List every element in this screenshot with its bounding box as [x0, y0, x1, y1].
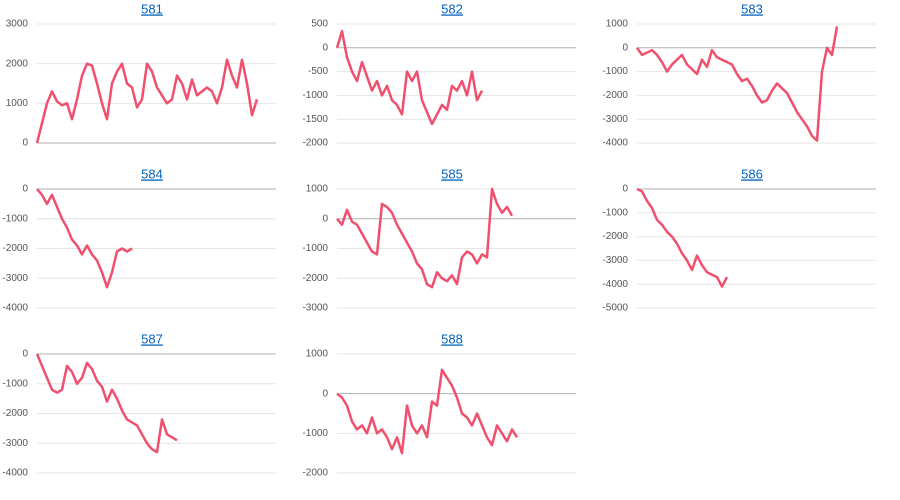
y-tick-label: -2000 [602, 231, 628, 242]
y-tick-label: -2000 [302, 273, 328, 284]
y-tick-label: -3000 [302, 303, 328, 314]
y-tick-label: -1000 [2, 213, 28, 224]
y-tick-label: 2000 [6, 58, 29, 69]
y-tick-label: 1000 [606, 19, 629, 30]
chart-title[interactable]: 583 [741, 1, 763, 16]
y-tick-label: 0 [22, 138, 28, 149]
y-tick-label: 0 [22, 184, 28, 195]
y-tick-label: -2000 [602, 90, 628, 101]
chart-title[interactable]: 585 [441, 166, 463, 181]
y-tick-label: 0 [322, 42, 328, 53]
y-tick-label: -1000 [602, 66, 628, 77]
y-tick-label: -4000 [602, 138, 628, 149]
y-tick-label: -3000 [2, 438, 28, 449]
data-line [635, 26, 839, 142]
data-line [335, 29, 484, 126]
y-tick-label: -4000 [602, 279, 628, 290]
chart-title[interactable]: 584 [141, 166, 163, 181]
y-tick-label: -2000 [302, 468, 328, 479]
y-tick-label: 0 [322, 213, 328, 224]
y-tick-label: 0 [22, 349, 28, 360]
data-line [35, 58, 259, 144]
y-tick-label: -1500 [302, 114, 328, 125]
chart-title[interactable]: 587 [141, 331, 163, 346]
y-tick-label: 0 [622, 42, 628, 53]
y-tick-label: 0 [622, 184, 628, 195]
y-tick-label: 500 [311, 19, 328, 30]
data-line [35, 353, 178, 454]
chart-title[interactable]: 588 [441, 331, 463, 346]
y-tick-label: -2000 [2, 408, 28, 419]
y-tick-label: -4000 [2, 303, 28, 314]
data-line [336, 368, 519, 455]
y-tick-label: -3000 [602, 255, 628, 266]
y-tick-label: -1000 [302, 90, 328, 101]
y-tick-label: -1000 [302, 243, 328, 254]
data-line [336, 187, 514, 289]
y-tick-label: 3000 [6, 19, 29, 30]
data-line [36, 188, 133, 289]
y-tick-label: -2000 [302, 138, 328, 149]
y-tick-label: -3000 [2, 273, 28, 284]
data-line [636, 187, 729, 288]
chart-title[interactable]: 582 [441, 1, 463, 16]
y-tick-label: -1000 [602, 207, 628, 218]
y-tick-label: -5000 [602, 303, 628, 314]
y-tick-label: -500 [308, 66, 328, 77]
y-tick-label: -3000 [602, 114, 628, 125]
chart-title[interactable]: 581 [141, 1, 163, 16]
y-tick-label: -1000 [2, 378, 28, 389]
y-tick-label: -1000 [302, 428, 328, 439]
chart-title[interactable]: 586 [741, 166, 763, 181]
y-tick-label: -2000 [2, 243, 28, 254]
y-tick-label: 1000 [306, 184, 329, 195]
y-tick-label: 0 [322, 388, 328, 399]
y-tick-label: -4000 [2, 468, 28, 479]
y-tick-label: 1000 [306, 349, 329, 360]
y-tick-label: 1000 [6, 98, 29, 109]
